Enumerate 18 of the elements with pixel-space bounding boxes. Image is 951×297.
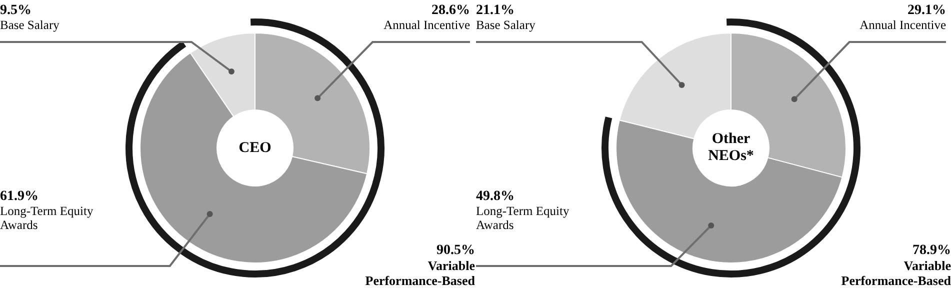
- text: Variable Performance-Based: [841, 258, 951, 288]
- slice-label: Long-Term Equity Awards: [0, 204, 94, 232]
- data-label: 9.5%: [0, 3, 32, 18]
- text: 78.9%: [912, 243, 951, 258]
- text: Variable Performance-Based: [365, 258, 475, 288]
- data-label: 61.9%: [0, 189, 40, 204]
- slice-label: Annual Incentive: [858, 18, 946, 32]
- text: CEO: [238, 140, 272, 156]
- slice-label: Long-Term Equity Awards: [476, 204, 570, 232]
- slice-label: Base Salary: [0, 18, 60, 32]
- data-label: 21.1%: [476, 3, 516, 18]
- text: 90.5%: [436, 243, 475, 258]
- slice-label: Annual Incentive: [382, 18, 470, 32]
- data-label: 29.1%: [906, 3, 946, 18]
- data-label: 28.6%: [430, 3, 470, 18]
- text: Other NEOs*: [707, 131, 755, 165]
- slice-label: Base Salary: [476, 18, 536, 32]
- data-label: 49.8%: [476, 189, 516, 204]
